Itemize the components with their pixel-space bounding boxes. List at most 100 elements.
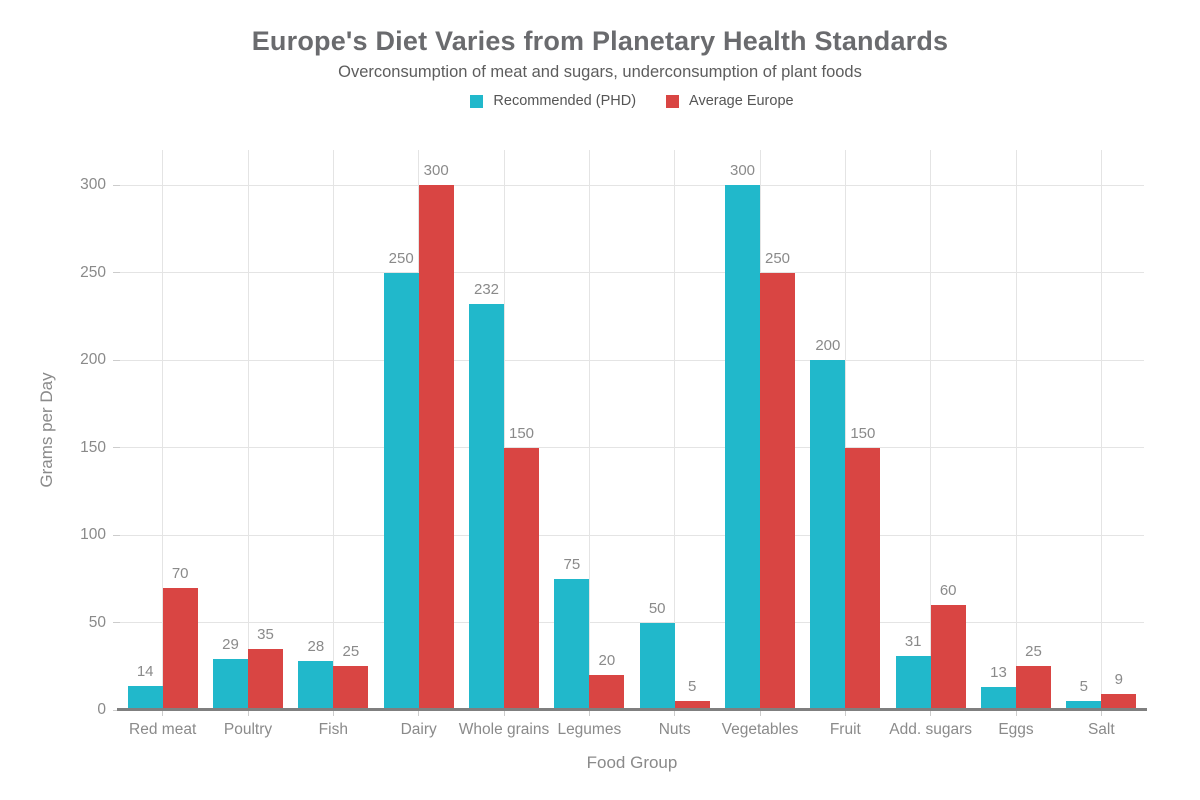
y-tick-label-0: 0: [97, 701, 106, 718]
bar-value-average-europe-salt: 9: [1114, 671, 1123, 689]
y-tick-label-250: 250: [80, 263, 106, 281]
v-gridline-whole-grains: [503, 150, 505, 710]
bar-average-europe-dairy: [418, 185, 454, 710]
h-gridline-50: [120, 622, 1144, 623]
bar-value-average-europe-legumes: 20: [598, 652, 616, 669]
x-tick-red-meat: [162, 710, 164, 716]
bar-average-europe-poultry: [248, 648, 283, 710]
v-gridline-eggs: [1015, 150, 1017, 710]
bar-average-europe-eggs: [1016, 666, 1051, 710]
bar-value-recommended-phd-fruit: 200: [815, 337, 841, 354]
x-tick-label-fruit: Fruit: [829, 721, 861, 738]
x-tick-eggs: [1015, 710, 1017, 716]
y-tick-100: [113, 534, 120, 536]
x-tick-add-sugars: [930, 710, 932, 716]
bar-recommended-phd-legumes: [554, 578, 590, 710]
y-tick-label-100: 100: [80, 526, 106, 543]
bar-value-recommended-phd-dairy: 250: [388, 249, 414, 267]
bar-value-average-europe-vegetables: 250: [764, 249, 791, 267]
bar-value-recommended-phd-salt: 5: [1079, 678, 1088, 696]
bar-average-europe-nuts: [674, 701, 710, 710]
bar-value-average-europe-fish: 25: [342, 643, 360, 661]
bar-average-europe-add-sugars: [930, 605, 966, 710]
bar-recommended-phd-whole-grains: [469, 304, 504, 710]
bar-recommended-phd-fish: [298, 661, 334, 710]
bar-value-average-europe-red-meat: 70: [171, 564, 189, 582]
bar-value-recommended-phd-legumes: 75: [563, 555, 581, 573]
legend-label: Recommended (PHD): [493, 93, 637, 109]
legend-item-recommended-phd[interactable]: Recommended (PHD): [470, 93, 636, 109]
x-axis-title: Food Group: [586, 753, 678, 772]
x-tick-label-legumes: Legumes: [557, 721, 622, 738]
chart-subtitle: Overconsumption of meat and sugars, unde…: [338, 63, 862, 81]
bar-value-average-europe-eggs: 25: [1025, 643, 1042, 661]
bar-average-europe-red-meat: [162, 587, 198, 710]
bar-average-europe-whole-grains: [504, 447, 539, 710]
x-tick-fruit: [844, 710, 846, 716]
bar-recommended-phd-add-sugars: [895, 655, 931, 710]
x-tick-salt: [1100, 710, 1102, 716]
bar-value-recommended-phd-vegetables: 300: [729, 162, 756, 179]
v-gridline-red-meat: [162, 150, 164, 710]
x-tick-label-eggs: Eggs: [998, 721, 1034, 738]
bar-value-average-europe-nuts: 5: [687, 678, 697, 696]
legend-swatch-icon: [470, 94, 484, 108]
x-tick-label-add-sugars: Add. sugars: [889, 721, 973, 738]
bar-recommended-phd-nuts: [639, 622, 675, 710]
y-tick-200: [113, 359, 120, 361]
v-gridline-fruit: [844, 150, 846, 710]
x-tick-vegetables: [759, 710, 761, 716]
y-axis-title: Grams per Day: [37, 372, 56, 488]
bar-recommended-phd-vegetables: [725, 185, 760, 710]
bar-recommended-phd-eggs: [981, 687, 1016, 710]
v-gridline-nuts: [674, 150, 676, 710]
bar-value-average-europe-poultry: 35: [257, 625, 274, 643]
v-gridline-legumes: [588, 150, 590, 710]
v-gridline-salt: [1100, 150, 1102, 710]
y-tick-50: [113, 622, 120, 623]
bar-average-europe-vegetables: [760, 272, 795, 710]
v-gridline-add-sugars: [930, 150, 932, 710]
x-tick-legumes: [588, 710, 590, 716]
x-tick-label-salt: Salt: [1087, 721, 1115, 738]
v-gridline-fish: [332, 150, 334, 710]
bar-value-recommended-phd-eggs: 13: [990, 664, 1007, 682]
bar-value-recommended-phd-red-meat: 14: [136, 662, 154, 680]
y-tick-label-50: 50: [88, 613, 106, 631]
bar-value-recommended-phd-whole-grains: 232: [473, 281, 500, 298]
bar-average-europe-legumes: [589, 675, 625, 710]
bar-value-recommended-phd-fish: 28: [307, 638, 325, 655]
x-tick-label-poultry: Poultry: [223, 721, 273, 738]
x-tick-dairy: [418, 710, 420, 716]
plot-area: 0 50 100 150 200 250 300 Red meat 14 70 Poultry 29 3…: [80, 150, 1147, 738]
legend-item-average-europe[interactable]: Average Europe: [666, 93, 794, 109]
x-tick-fish: [332, 710, 334, 716]
x-tick-poultry: [247, 710, 249, 716]
bar-average-europe-fruit: [845, 447, 881, 710]
bar-recommended-phd-salt: [1066, 701, 1102, 710]
bar-value-average-europe-whole-grains: 150: [508, 424, 535, 442]
h-gridline-150: [120, 447, 1144, 448]
y-tick-250: [113, 272, 120, 273]
y-tick-label-300: 300: [80, 176, 106, 193]
y-tick-0: [113, 709, 120, 711]
h-gridline-300: [120, 184, 1144, 186]
bar-recommended-phd-fruit: [810, 360, 846, 710]
x-axis-baseline: [117, 708, 1147, 711]
bar-average-europe-salt: [1101, 694, 1137, 710]
x-tick-whole-grains: [503, 710, 505, 716]
legend-label: Average Europe: [689, 93, 794, 109]
y-tick-150: [113, 447, 120, 448]
bar-value-recommended-phd-nuts: 50: [648, 599, 666, 617]
legend: Recommended (PHD) Average Europe: [120, 93, 1144, 109]
x-tick-label-nuts: Nuts: [658, 721, 691, 738]
chart-title: Europe's Diet Varies from Planetary Heal…: [251, 26, 949, 56]
x-tick-label-whole-grains: Whole grains: [458, 721, 550, 738]
bar-recommended-phd-poultry: [213, 659, 248, 710]
bar-value-average-europe-dairy: 300: [423, 162, 449, 179]
y-tick-label-150: 150: [80, 438, 106, 456]
x-tick-nuts: [674, 710, 676, 716]
bar-recommended-phd-dairy: [383, 272, 419, 710]
h-gridline-200: [120, 359, 1144, 361]
